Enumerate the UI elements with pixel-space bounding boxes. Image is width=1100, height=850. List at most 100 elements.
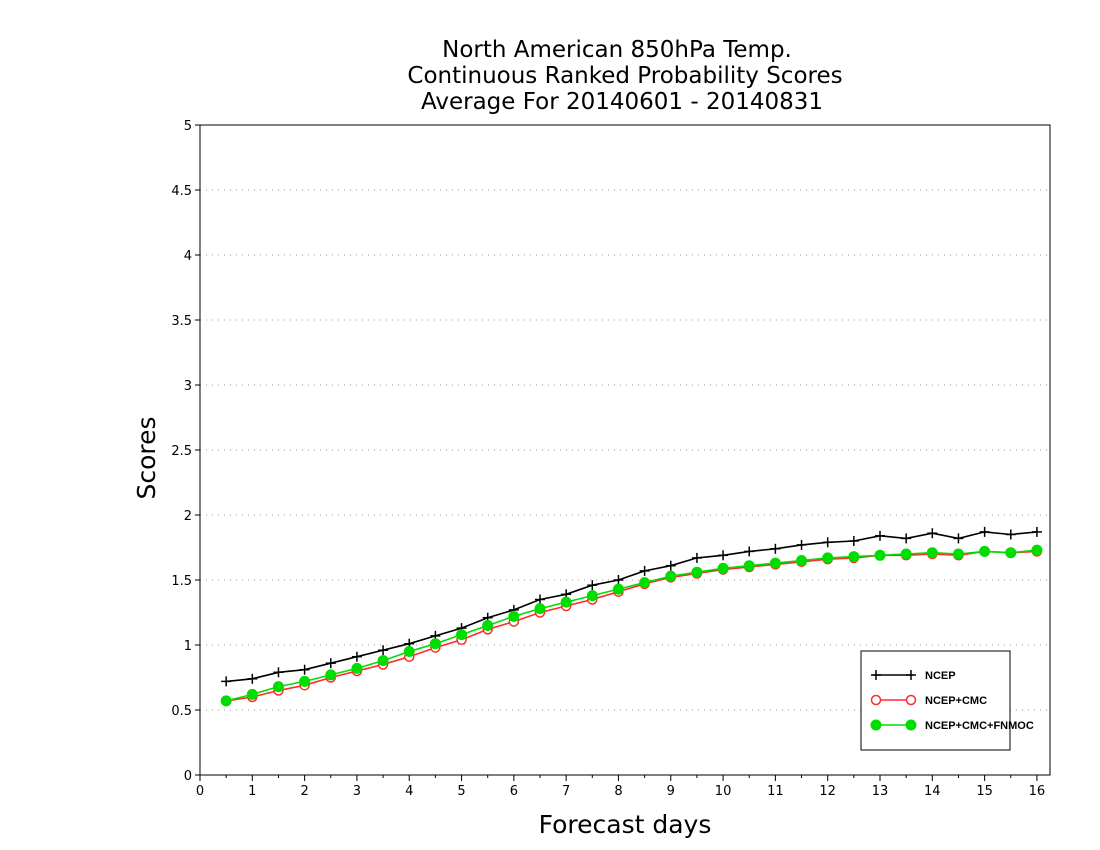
title-line-2: Continuous Ranked Probability Scores — [407, 63, 842, 89]
data-point — [744, 546, 755, 557]
data-point — [691, 566, 703, 578]
data-point — [901, 533, 912, 544]
x-tick-label: 15 — [976, 784, 993, 799]
x-tick-label: 4 — [405, 784, 413, 799]
y-tick-label: 4.5 — [171, 184, 192, 199]
legend-marker — [870, 719, 882, 731]
title-line-1: North American 850hPa Temp. — [442, 37, 792, 63]
chart-title: North American 850hPa Temp. Continuous R… — [407, 37, 842, 115]
y-tick-label: 2.5 — [171, 444, 192, 459]
data-point — [770, 543, 781, 554]
data-point — [769, 557, 781, 569]
data-point — [378, 645, 389, 656]
data-point — [952, 548, 964, 560]
x-tick-label: 14 — [924, 784, 941, 799]
series-layer — [220, 526, 1043, 707]
legend: NCEP NCEP+CMC NCEP+CMC+FNMOC — [860, 650, 1034, 751]
x-tick-label: 6 — [510, 784, 518, 799]
data-point — [351, 651, 362, 662]
data-point — [979, 526, 990, 537]
data-point — [221, 676, 232, 687]
data-point — [429, 638, 441, 650]
legend-label: NCEP+CMC — [925, 695, 987, 707]
data-point — [613, 575, 624, 585]
data-point — [822, 552, 834, 564]
x-tick-label: 2 — [300, 784, 308, 799]
x-axis-label: Forecast days — [539, 810, 712, 839]
data-point — [718, 550, 729, 561]
y-tick-label: 4 — [184, 249, 192, 264]
data-point — [1005, 529, 1016, 540]
x-tick-label: 1 — [248, 784, 256, 799]
legend-item-1: NCEP+CMC — [870, 694, 987, 707]
data-point — [587, 580, 598, 591]
data-point — [639, 565, 650, 576]
y-tick-label: 2 — [184, 509, 192, 524]
data-point — [665, 570, 677, 582]
data-point — [1005, 547, 1017, 559]
data-point — [796, 555, 808, 566]
data-point — [299, 675, 311, 687]
x-tick-label: 11 — [767, 784, 784, 799]
legend-marker — [905, 694, 917, 706]
y-tick-label: 5 — [184, 119, 192, 134]
x-tick-label: 12 — [819, 784, 836, 799]
data-point — [848, 536, 859, 546]
data-point — [325, 658, 336, 669]
series-0 — [221, 526, 1042, 687]
y-tick-label: 3.5 — [171, 314, 192, 329]
data-point — [875, 530, 885, 541]
data-point — [796, 539, 807, 550]
y-tick-label: 1 — [184, 639, 192, 654]
y-tick-label: 0.5 — [171, 704, 192, 719]
data-point — [926, 547, 938, 559]
legend-item-0: NCEP — [871, 670, 956, 682]
y-tick-label: 1.5 — [171, 574, 192, 589]
data-point — [822, 537, 833, 548]
legend-label: NCEP — [925, 670, 956, 682]
x-axis: 0 1 2 3 4 5 6 7 8 9 10 11 12 13 14 15 16 — [196, 775, 1045, 799]
data-point — [508, 610, 520, 622]
x-tick-label: 9 — [667, 784, 675, 799]
data-point — [534, 603, 546, 615]
legend-item-2: NCEP+CMC+FNMOC — [870, 719, 1034, 732]
data-point — [874, 549, 886, 561]
data-point — [1031, 544, 1043, 556]
data-point — [560, 596, 572, 608]
x-tick-label: 7 — [562, 784, 570, 799]
data-point — [979, 545, 991, 557]
data-point — [272, 681, 284, 693]
legend-marker — [870, 694, 882, 706]
grid-lines — [200, 189, 1050, 711]
data-point — [247, 673, 258, 684]
data-point — [717, 562, 729, 574]
data-point — [220, 695, 232, 707]
data-point — [535, 594, 545, 605]
data-point — [639, 577, 651, 589]
legend-marker — [906, 670, 916, 680]
data-point — [325, 669, 337, 681]
data-point — [900, 548, 912, 560]
data-point — [691, 552, 702, 563]
legend-marker — [871, 670, 881, 680]
data-point — [482, 620, 494, 631]
y-axis: 0 0.5 1 1.5 2 2.5 3 3.5 4 4.5 5 — [171, 119, 200, 784]
data-point — [273, 667, 284, 678]
data-point — [586, 590, 598, 602]
legend-label: NCEP+CMC+FNMOC — [925, 720, 1034, 732]
data-point — [403, 646, 415, 657]
x-tick-label: 13 — [872, 784, 889, 799]
data-point — [665, 560, 676, 571]
legend-marker — [905, 719, 917, 731]
data-point — [927, 528, 938, 539]
y-tick-label: 0 — [184, 769, 192, 784]
x-tick-label: 5 — [457, 784, 465, 799]
data-point — [299, 664, 310, 675]
x-tick-label: 8 — [614, 784, 622, 799]
x-tick-label: 16 — [1029, 784, 1046, 799]
data-point — [612, 583, 624, 595]
data-point — [953, 533, 964, 544]
data-point — [848, 551, 860, 563]
y-tick-label: 3 — [184, 379, 192, 394]
